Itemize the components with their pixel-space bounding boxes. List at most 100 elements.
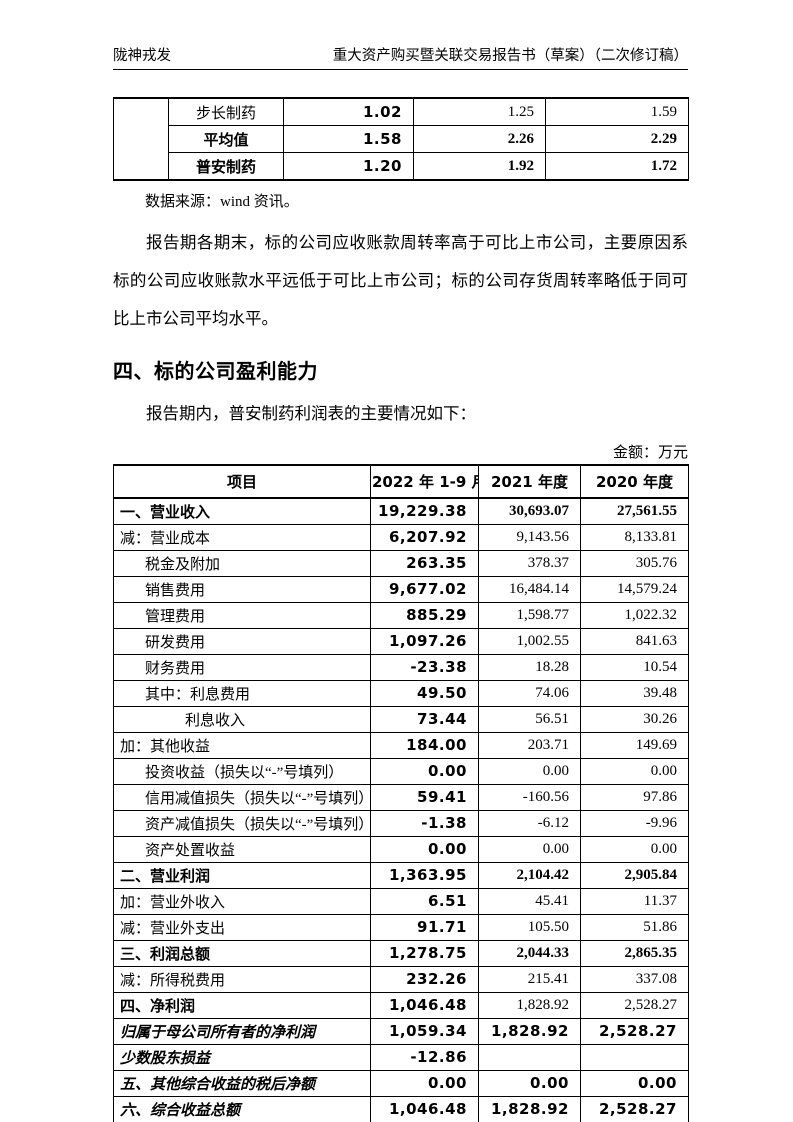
value-2021: 0.00 bbox=[478, 835, 581, 863]
column-header-2021: 2021 年度 bbox=[478, 464, 581, 499]
income-statement-row: 减：营业外支出 91.71 105.50 51.86 bbox=[113, 913, 689, 941]
income-statement-row: 销售费用 9,677.02 16,484.14 14,579.24 bbox=[113, 575, 689, 603]
value-2021: 2,044.33 bbox=[478, 939, 581, 967]
line-item-label: 一、营业收入 bbox=[113, 497, 371, 525]
value-2020: 11.37 bbox=[580, 887, 689, 915]
income-statement-row: 税金及附加 263.35 378.37 305.76 bbox=[113, 549, 689, 577]
value-2022: -1.38 bbox=[370, 809, 479, 837]
ratio-value-cell: 1.72 bbox=[545, 152, 689, 181]
line-item-label: 少数股东损益 bbox=[113, 1043, 371, 1071]
income-statement-row: 财务费用 -23.38 18.28 10.54 bbox=[113, 653, 689, 681]
line-item-label: 加：其他收益 bbox=[113, 731, 371, 759]
value-2022: 19,229.38 bbox=[370, 497, 479, 525]
income-statement-row: 投资收益（损失以“-”号填列） 0.00 0.00 0.00 bbox=[113, 757, 689, 785]
value-2021: 16,484.14 bbox=[478, 575, 581, 603]
value-2020: 2,905.84 bbox=[580, 861, 689, 889]
line-item-label: 六、综合收益总额 bbox=[113, 1095, 371, 1122]
value-2020: 27,561.55 bbox=[580, 497, 689, 525]
ratio-value-cell: 1.20 bbox=[283, 152, 414, 181]
line-item-label: 减：营业成本 bbox=[113, 523, 371, 551]
line-item-label: 研发费用 bbox=[113, 627, 371, 655]
value-2022: 1,278.75 bbox=[370, 939, 479, 967]
value-2022: 6.51 bbox=[370, 887, 479, 915]
income-statement-row: 利息收入 73.44 56.51 30.26 bbox=[113, 705, 689, 733]
value-2020: 2,528.27 bbox=[580, 991, 689, 1019]
income-statement-row: 六、综合收益总额 1,046.48 1,828.92 2,528.27 bbox=[113, 1095, 689, 1122]
turnover-table-body: 步长制药 1.02 1.25 1.59 平均值 1.58 2.26 2.29 普安制药 1.20 1… bbox=[113, 97, 689, 181]
income-statement-row: 四、净利润 1,046.48 1,828.92 2,528.27 bbox=[113, 991, 689, 1019]
value-2021: 1,828.92 bbox=[478, 991, 581, 1019]
income-statement-row: 减：所得税费用 232.26 215.41 337.08 bbox=[113, 965, 689, 993]
line-item-label: 四、净利润 bbox=[113, 991, 371, 1019]
income-statement-row: 二、营业利润 1,363.95 2,104.42 2,905.84 bbox=[113, 861, 689, 889]
line-item-label: 其中：利息费用 bbox=[113, 679, 371, 707]
section-heading: 四、标的公司盈利能力 bbox=[113, 358, 318, 383]
value-2022: 263.35 bbox=[370, 549, 479, 577]
ratio-value-cell: 1.25 bbox=[413, 97, 546, 126]
value-2022: 73.44 bbox=[370, 705, 479, 733]
income-statement-row: 加：营业外收入 6.51 45.41 11.37 bbox=[113, 887, 689, 915]
turnover-row: 普安制药 1.20 1.92 1.72 bbox=[114, 152, 689, 181]
column-header-2022: 2022 年 1-9 月 bbox=[370, 464, 479, 499]
income-statement-table: 项目 2022 年 1-9 月 2021 年度 2020 年度 一、营业收入 19… bbox=[113, 463, 689, 1122]
turnover-row: 步长制药 1.02 1.25 1.59 bbox=[113, 97, 689, 181]
value-2021: 1,828.92 bbox=[478, 1017, 581, 1045]
value-2021: 9,143.56 bbox=[478, 523, 581, 551]
value-2022: 232.26 bbox=[370, 965, 479, 993]
value-2020: 39.48 bbox=[580, 679, 689, 707]
income-statement-row: 管理费用 885.29 1,598.77 1,022.32 bbox=[113, 601, 689, 629]
value-2021: 2,104.42 bbox=[478, 861, 581, 889]
ratio-value-cell: 1.59 bbox=[545, 97, 689, 126]
income-statement-row: 五、其他综合收益的税后净额 0.00 0.00 0.00 bbox=[113, 1069, 689, 1097]
value-2020: 2,528.27 bbox=[580, 1095, 689, 1122]
value-2020 bbox=[580, 1043, 689, 1071]
value-2022: 0.00 bbox=[370, 757, 479, 785]
line-item-label: 二、营业利润 bbox=[113, 861, 371, 889]
header-report-title: 重大资产购买暨关联交易报告书（草案）（二次修订稿） bbox=[332, 48, 688, 64]
value-2020: 97.86 bbox=[580, 783, 689, 811]
value-2021: 1,828.92 bbox=[478, 1095, 581, 1122]
line-item-label: 投资收益（损失以“-”号填列） bbox=[113, 757, 371, 785]
line-item-label: 销售费用 bbox=[113, 575, 371, 603]
value-2020: 30.26 bbox=[580, 705, 689, 733]
value-2020: 0.00 bbox=[580, 757, 689, 785]
value-2021: 203.71 bbox=[478, 731, 581, 759]
column-header-item: 项目 bbox=[113, 464, 371, 499]
data-source-note: 数据来源：wind 资讯。 bbox=[145, 194, 299, 210]
value-2020: 0.00 bbox=[580, 835, 689, 863]
running-header: 陇神戎发 重大资产购买暨关联交易报告书（草案）（二次修订稿） bbox=[113, 44, 688, 70]
value-2020: 337.08 bbox=[580, 965, 689, 993]
value-2022: 184.00 bbox=[370, 731, 479, 759]
value-2020: 149.69 bbox=[580, 731, 689, 759]
value-2021: -6.12 bbox=[478, 809, 581, 837]
header-company-name: 陇神戎发 bbox=[113, 48, 171, 64]
line-item-label: 加：营业外收入 bbox=[113, 887, 371, 915]
value-2020: 841.63 bbox=[580, 627, 689, 655]
income-statement-row: 资产处置收益 0.00 0.00 0.00 bbox=[113, 835, 689, 863]
ratio-value-cell: 2.26 bbox=[413, 125, 546, 153]
value-2021: 1,002.55 bbox=[478, 627, 581, 655]
value-2021: 74.06 bbox=[478, 679, 581, 707]
value-2021: -160.56 bbox=[478, 783, 581, 811]
income-statement-row: 一、营业收入 19,229.38 30,693.07 27,561.55 bbox=[113, 497, 689, 525]
value-2022: 9,677.02 bbox=[370, 575, 479, 603]
ratio-value-cell: 2.29 bbox=[545, 125, 689, 153]
value-2021: 30,693.07 bbox=[478, 497, 581, 525]
value-2021: 105.50 bbox=[478, 913, 581, 941]
income-statement-row: 研发费用 1,097.26 1,002.55 841.63 bbox=[113, 627, 689, 655]
value-2022: 1,363.95 bbox=[370, 861, 479, 889]
value-2021 bbox=[478, 1043, 581, 1071]
line-item-label: 归属于母公司所有者的净利润 bbox=[113, 1017, 371, 1045]
line-item-label: 减：所得税费用 bbox=[113, 965, 371, 993]
value-2020: 2,865.35 bbox=[580, 939, 689, 967]
value-2021: 1,598.77 bbox=[478, 601, 581, 629]
turnover-row: 平均值 1.58 2.26 2.29 bbox=[114, 125, 689, 153]
continued-spanning-cell bbox=[113, 97, 169, 181]
value-2020: 8,133.81 bbox=[580, 523, 689, 551]
line-item-label: 管理费用 bbox=[113, 601, 371, 629]
line-item-label: 税金及附加 bbox=[113, 549, 371, 577]
value-2020: 2,528.27 bbox=[580, 1017, 689, 1045]
value-2022: 0.00 bbox=[370, 835, 479, 863]
value-2021: 45.41 bbox=[478, 887, 581, 915]
value-2021: 56.51 bbox=[478, 705, 581, 733]
